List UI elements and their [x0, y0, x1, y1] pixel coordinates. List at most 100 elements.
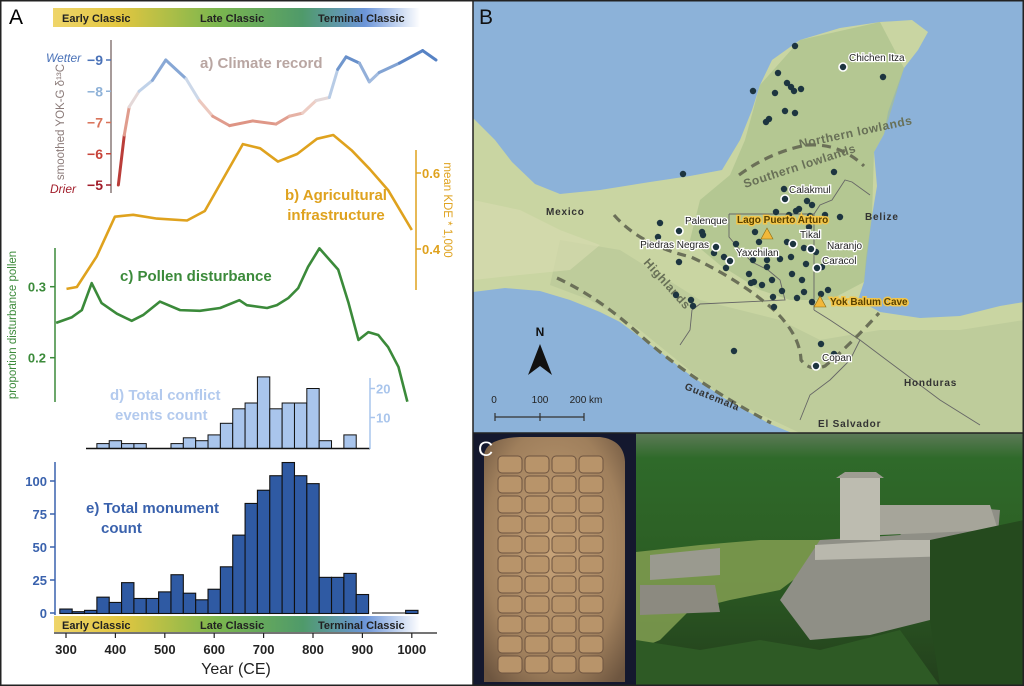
- named-site-marker: [811, 361, 821, 371]
- monument-sites: [654, 42, 887, 358]
- site-dot: [795, 205, 803, 213]
- glyph-block: [497, 555, 523, 574]
- glyph-block: [497, 635, 523, 654]
- site-dot: [745, 270, 753, 278]
- pollen-y-tick-label: 0.3: [28, 280, 46, 295]
- climate-line-segment: [367, 71, 381, 84]
- glyph-block: [524, 455, 550, 474]
- climate-line-segment: [397, 49, 425, 65]
- glyph-block: [497, 475, 523, 494]
- foreground-trees-left: [636, 630, 940, 686]
- glyph-block: [551, 615, 577, 634]
- monument-bar: [108, 601, 123, 615]
- glyph-block: [497, 595, 523, 614]
- glyph-block: [551, 575, 577, 594]
- site-dot: [732, 240, 740, 248]
- site-dot: [730, 347, 738, 355]
- climate-y-tick-label: −7: [87, 115, 103, 131]
- monument-bar: [133, 597, 147, 615]
- period-band-top: Early Classic Late Classic Terminal Clas…: [53, 8, 420, 27]
- climate-line-segment: [344, 55, 361, 65]
- site-dot: [805, 223, 813, 231]
- period-gradient: [53, 8, 420, 27]
- panel-label-c: C: [478, 438, 493, 461]
- monument-bar: [145, 597, 160, 615]
- x-tick-label: 1000: [397, 642, 426, 657]
- monument-title-line2: count: [101, 520, 142, 537]
- site-dot: [800, 244, 808, 252]
- climate-line-segment: [228, 119, 255, 128]
- site-dot: [791, 109, 799, 117]
- site-dot: [787, 253, 795, 261]
- glyph-block: [551, 635, 577, 654]
- period-terminal-label: Terminal Classic: [318, 13, 405, 25]
- glyph-block: [551, 655, 577, 674]
- agricultural-infrastructure-chart: b) Agricultural infrastructure mean KDE …: [66, 133, 453, 291]
- pollen-y-tick-label: 0.2: [28, 351, 46, 366]
- coast-mountains: [473, 200, 600, 280]
- glyph-block: [578, 475, 604, 494]
- glyph-block: [497, 455, 523, 474]
- site-dot: [803, 197, 811, 205]
- named-site-marker: [674, 226, 684, 236]
- site-dot: [802, 260, 810, 268]
- x-tick-label: 600: [203, 642, 225, 657]
- conflict-bar: [244, 402, 258, 449]
- panel-label-b: B: [479, 6, 493, 29]
- glyph-block: [497, 575, 523, 594]
- climate-line-segment: [421, 49, 438, 62]
- period-late-label: Late Classic: [200, 13, 264, 25]
- palace-tower-roof: [836, 472, 884, 478]
- climate-line-segment: [274, 114, 291, 126]
- site-dot: [817, 340, 825, 348]
- pollen-title: c) Pollen disturbance: [120, 268, 272, 285]
- highland-relief: [550, 240, 1024, 433]
- climate-y-tick-label: −8: [87, 83, 103, 99]
- agri-title-line2: infrastructure: [287, 207, 385, 224]
- conflict-title-line1: d) Total conflict: [110, 387, 221, 404]
- named-site-label: Tikal: [800, 230, 821, 241]
- period-terminal-label-bottom: Terminal Classic: [318, 620, 405, 632]
- monument-bar: [244, 502, 258, 615]
- glyph-block: [551, 555, 577, 574]
- site-dot: [836, 213, 844, 221]
- conflict-bar: [207, 434, 221, 449]
- palenque-palace-image: [636, 472, 1024, 686]
- glyph-block: [524, 575, 550, 594]
- conflict-title-line2: events count: [115, 407, 208, 424]
- site-dot: [769, 293, 777, 301]
- site-dot: [824, 286, 832, 294]
- conflict-events-chart: d) Total conflict events count 10 20: [86, 376, 390, 450]
- climate-line-segment: [336, 55, 348, 71]
- palace-north-building: [880, 505, 998, 535]
- conflict-bar: [182, 437, 197, 449]
- record-site-label: Lago Puerto Arturo: [737, 215, 828, 226]
- monument-bar: [232, 534, 246, 615]
- named-site-label: Chichen Itza: [849, 53, 905, 64]
- glyph-block: [524, 495, 550, 514]
- conflict-bar: [293, 402, 308, 449]
- site-dot: [879, 73, 887, 81]
- conflict-bar: [306, 388, 320, 449]
- palace-west-wing: [650, 548, 720, 580]
- conflict-y-tick-label: 10: [376, 411, 390, 426]
- panel-a: A Early Classic Late Classic Terminal Cl…: [0, 0, 473, 686]
- site-dot: [749, 256, 757, 264]
- site-dot: [830, 168, 838, 176]
- site-dot: [656, 219, 664, 227]
- conflict-bar: [195, 440, 209, 450]
- agri-line: [66, 133, 413, 291]
- glyph-block: [524, 515, 550, 534]
- x-tick-label: 700: [253, 642, 275, 657]
- glyph-block: [497, 535, 523, 554]
- climate-line-segment: [150, 58, 168, 82]
- wetter-label: Wetter: [46, 51, 82, 65]
- site-dot: [699, 231, 707, 239]
- glyph-block: [578, 495, 604, 514]
- site-dot: [672, 291, 680, 299]
- glyph-block: [524, 615, 550, 634]
- named-site-marker: [812, 263, 822, 273]
